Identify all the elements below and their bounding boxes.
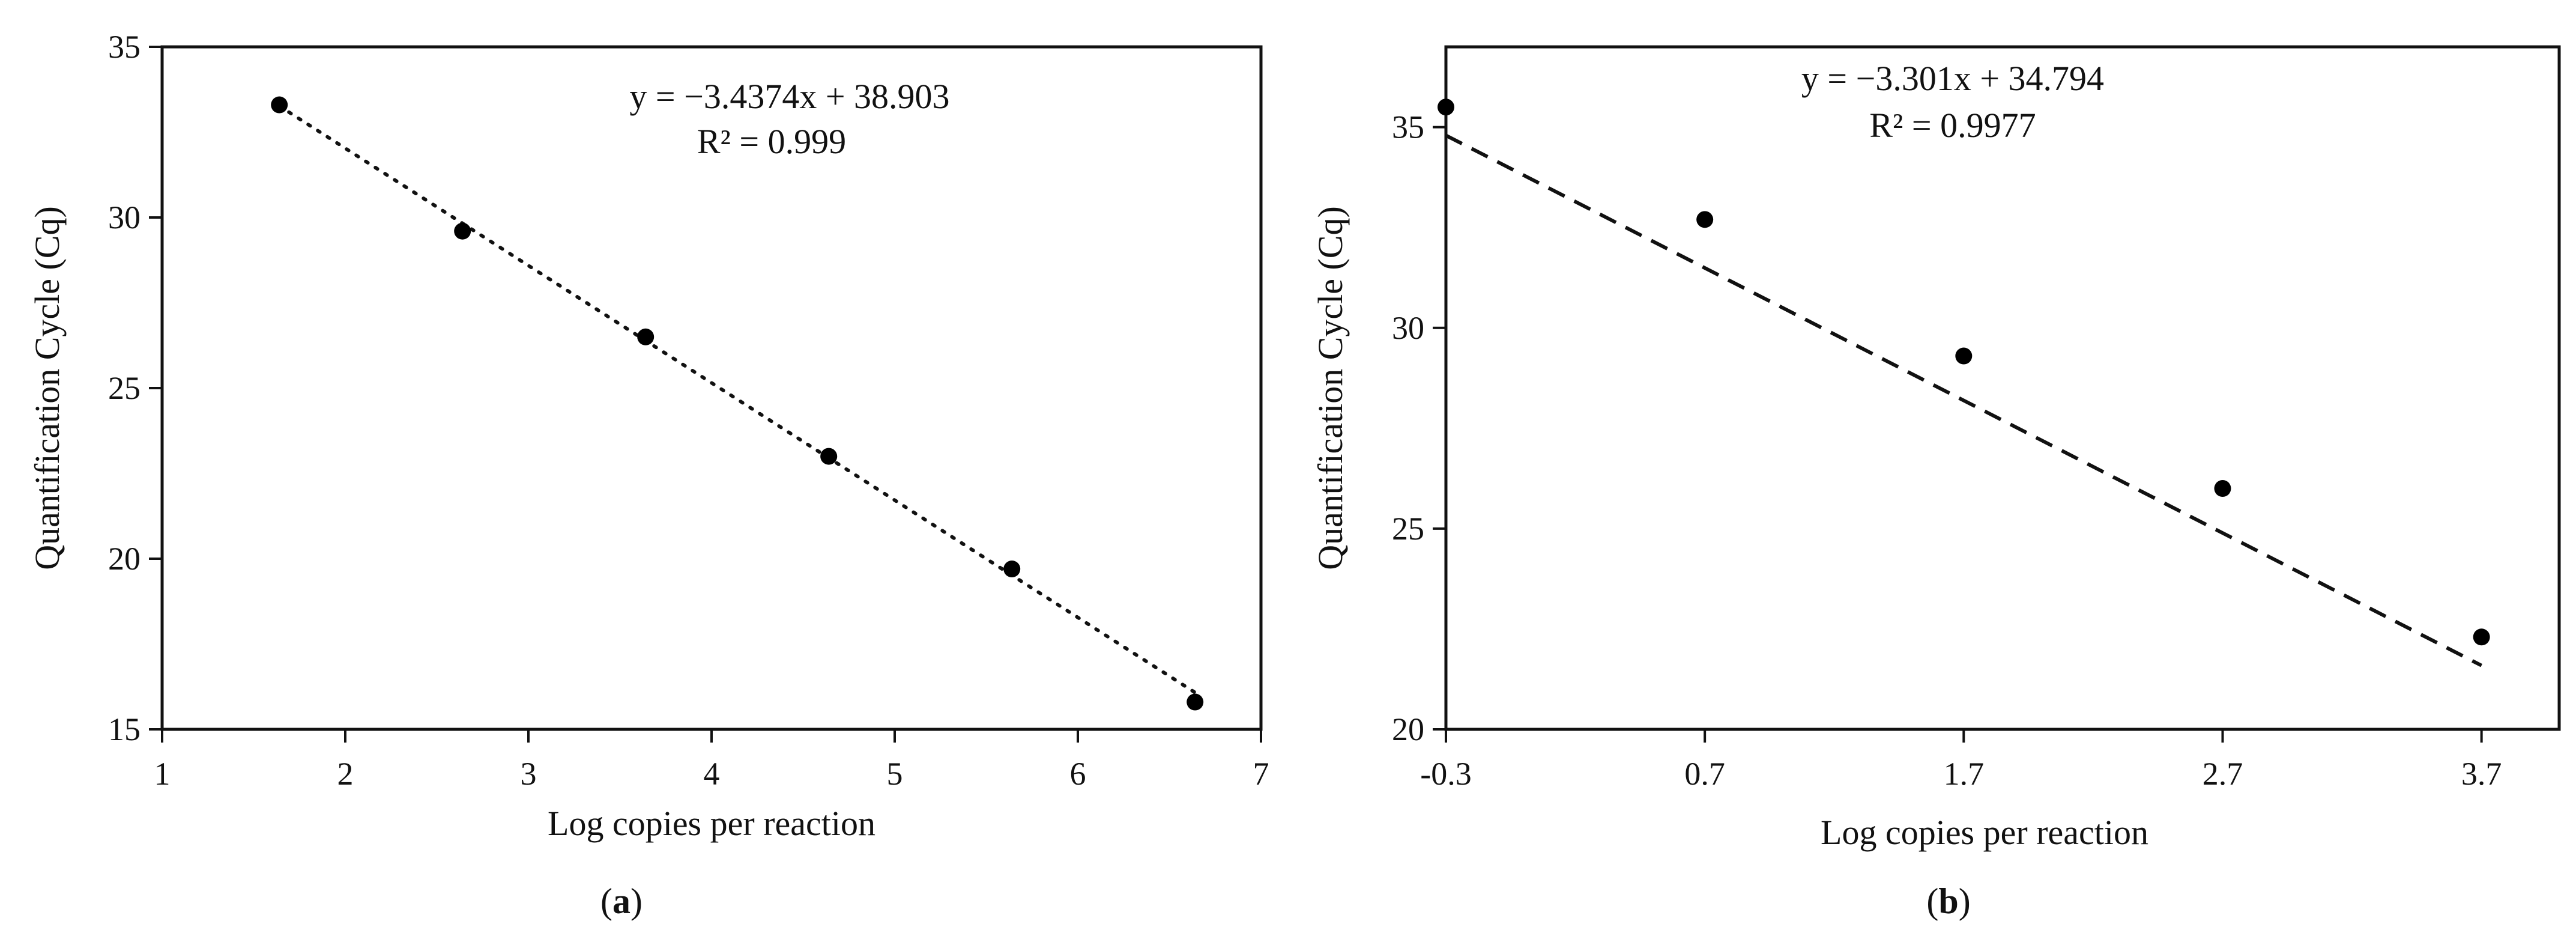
panel-b-y-tick-label: 35 xyxy=(1392,109,1424,145)
panel-a-y-tick-label: 15 xyxy=(108,711,141,747)
panel-b-equation: y = −3.301x + 34.794 xyxy=(1801,59,2104,98)
panel-b-x-tick-label: 3.7 xyxy=(2461,756,2502,792)
panel-a-label-letter: a xyxy=(612,881,630,921)
panel-a-y-tick-label: 20 xyxy=(108,541,141,577)
panel-a-data-point xyxy=(454,222,471,240)
panel-b-x-tick-label: 2.7 xyxy=(2203,756,2243,792)
panel-b-r-squared: R² = 0.9977 xyxy=(1869,106,2036,145)
panel-b-chart: 20 25 30 35 -0.3 0.7 1.7 2.7 3.7 y = −3.301x + … xyxy=(1311,45,2561,921)
panel-a-points xyxy=(271,96,1204,711)
panel-b-trendline xyxy=(1445,133,2483,667)
panel-b-x-axis-title: Log copies per reaction xyxy=(1821,813,2148,852)
panel-b-x-tick-label: 0.7 xyxy=(1684,756,1725,792)
panel-b-y-tick-label: 25 xyxy=(1392,511,1424,547)
panel-b-y-axis-title: Quantification Cycle (Cq) xyxy=(1311,206,1350,570)
panel-a-x-tick-label: 5 xyxy=(887,756,903,792)
panel-b-x-ticks: -0.3 0.7 1.7 2.7 3.7 xyxy=(1420,729,2502,792)
panel-b-label-letter: b xyxy=(1938,881,1958,921)
panel-a-data-point xyxy=(271,96,288,114)
panel-a-y-ticks: 15 20 25 30 35 xyxy=(108,29,162,747)
panel-a-trendline-group xyxy=(277,104,1197,694)
panel-a-label: (a) xyxy=(600,881,642,921)
panel-b-y-ticks: 20 25 30 35 xyxy=(1392,109,1446,747)
panel-a-data-point xyxy=(637,328,655,345)
panel-b-data-point xyxy=(1955,347,1973,365)
panel-b-x-tick-label: -0.3 xyxy=(1420,756,1471,792)
panel-a-y-tick-label: 25 xyxy=(108,370,141,406)
panel-b-data-point xyxy=(2473,628,2490,646)
panel-a-trendline xyxy=(277,104,1197,694)
panel-a-equation: y = −3.4374x + 38.903 xyxy=(629,77,949,116)
panel-a-x-tick-label: 2 xyxy=(337,756,354,792)
panel-a-chart: 15 20 25 30 35 1 2 3 4 5 6 7 y = −3.4374x + 38.903… xyxy=(28,29,1269,921)
panel-a-x-tick-label: 1 xyxy=(154,756,171,792)
panel-b-data-point xyxy=(1438,99,1454,116)
panel-b-data-point xyxy=(1696,211,1714,228)
panel-a-data-point xyxy=(1187,693,1204,711)
panel-b-x-tick-label: 1.7 xyxy=(1944,756,1985,792)
panel-a-x-tick-label: 3 xyxy=(521,756,537,792)
panel-a-r-squared: R² = 0.999 xyxy=(697,122,846,161)
panel-a-x-tick-label: 6 xyxy=(1070,756,1086,792)
panel-a-y-tick-label: 35 xyxy=(108,29,141,65)
panel-a-x-ticks: 1 2 3 4 5 6 7 xyxy=(154,729,1269,792)
panel-b-y-tick-label: 30 xyxy=(1392,310,1424,346)
panel-a-y-tick-label: 30 xyxy=(108,199,141,236)
panel-a-data-point xyxy=(1003,561,1021,578)
panel-a-data-point xyxy=(820,448,838,465)
panel-a-x-tick-label: 7 xyxy=(1253,756,1269,792)
panel-a-x-axis-title: Log copies per reaction xyxy=(548,804,875,843)
panel-b-data-point xyxy=(2214,480,2231,497)
panel-a-x-tick-label: 4 xyxy=(704,756,720,792)
panel-b-trendline-group xyxy=(1445,133,2483,667)
panel-b-label: (b) xyxy=(1926,881,1970,921)
panel-b-plot-frame xyxy=(1444,45,2561,731)
panel-a-y-axis-title: Quantification Cycle (Cq) xyxy=(28,206,67,570)
panel-b-points xyxy=(1438,99,2490,646)
panel-b-y-tick-label: 20 xyxy=(1392,711,1424,747)
